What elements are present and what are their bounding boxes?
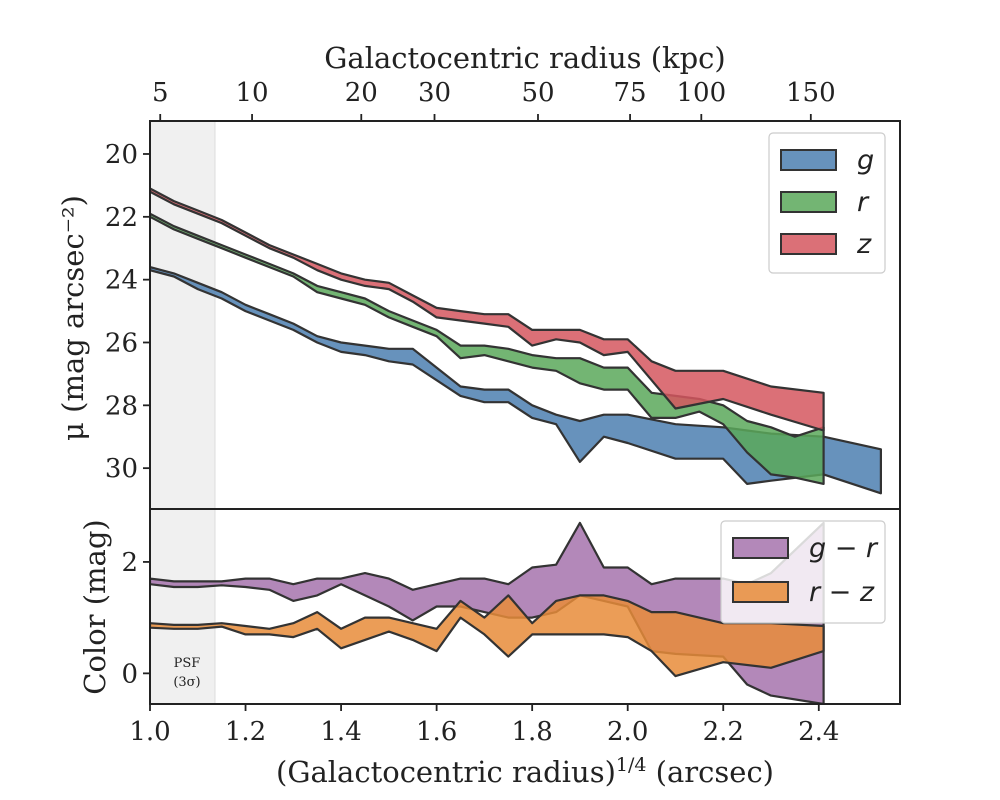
y-tick-label: 0 <box>121 659 138 689</box>
top-y-axis-title: μ (mag arcsec⁻²) <box>56 195 90 441</box>
band-color-0 <box>150 521 825 704</box>
color-bands <box>150 521 825 704</box>
legend-swatch <box>732 537 789 559</box>
band-r <box>150 212 825 485</box>
legend-top: grz <box>768 132 886 274</box>
x-tick-label: 1.8 <box>511 717 552 747</box>
band-z <box>150 187 825 432</box>
legend-label: r <box>857 187 870 218</box>
y-tick-label: 30 <box>105 454 138 484</box>
y-axis-ticks-bottom: 02 <box>121 548 150 689</box>
legend-swatch <box>780 149 837 171</box>
x-tick-label: 2.4 <box>798 717 839 747</box>
x-tick-label: 2.0 <box>607 717 648 747</box>
x-tick-label: 2.2 <box>703 717 744 747</box>
x-tick-label: 1.4 <box>320 717 361 747</box>
x-tick-label: 1.0 <box>129 717 170 747</box>
legend-swatch <box>732 581 789 603</box>
psf-label-line2: (3σ) <box>173 675 200 690</box>
psf-label-line1: PSF <box>174 656 201 671</box>
bottom-y-axis-title: Color (mag) <box>78 519 112 694</box>
x-tick-label-kpc: 5 <box>152 78 169 108</box>
surface-brightness-panel: 20 22 24 26 28 30 5 10 20 30 50 75 100 150 Galactoce… <box>56 41 901 510</box>
y-tick-label: 24 <box>105 266 138 296</box>
x-tick-label-kpc: 30 <box>418 78 451 108</box>
legend-swatch <box>780 233 837 255</box>
color-panel: 02 1.0 1.2 1.4 1.6 1.8 2.0 2.2 2.4 PSF (3σ) (Ga… <box>78 508 901 789</box>
x-tick-label: 1.6 <box>416 717 457 747</box>
x-tick-label-kpc: 10 <box>236 78 269 108</box>
legend-bottom: g − r r − z <box>720 520 886 624</box>
legend-label: g <box>857 145 874 176</box>
x-axis-ticks-bottom: 1.0 1.2 1.4 1.6 1.8 2.0 2.2 2.4 <box>129 704 839 747</box>
top-x-axis-title: Galactocentric radius (kpc) <box>324 41 725 75</box>
x-axis-ticks-kpc: 5 10 20 30 50 75 100 150 <box>152 78 836 121</box>
legend-label: z <box>856 229 872 260</box>
y-tick-label: 20 <box>105 140 138 170</box>
legend-label: r − z <box>809 577 875 608</box>
legend-label: g − r <box>809 533 879 564</box>
y-tick-label: 22 <box>105 203 138 233</box>
psf-shading-bottom <box>150 509 215 704</box>
x-tick-label-kpc: 150 <box>786 78 836 108</box>
psf-shading-top <box>150 121 215 509</box>
y-axis-ticks-top: 20 22 24 26 28 30 <box>105 140 150 484</box>
y-tick-label: 2 <box>121 548 138 578</box>
x-tick-label-kpc: 50 <box>521 78 554 108</box>
x-tick-label: 1.2 <box>225 717 266 747</box>
x-tick-label-kpc: 100 <box>676 78 726 108</box>
x-tick-label-kpc: 20 <box>345 78 378 108</box>
bottom-x-axis-title: (Galactocentric radius)1/4 (arcsec) <box>276 754 774 789</box>
y-tick-label: 28 <box>105 391 138 421</box>
bottom-panel-frame <box>149 508 901 705</box>
x-tick-label-kpc: 75 <box>614 78 647 108</box>
y-tick-label: 26 <box>105 328 138 358</box>
legend-swatch <box>780 191 837 213</box>
band-g <box>150 266 882 495</box>
band-color-1 <box>150 594 825 678</box>
surface-brightness-bands <box>150 187 882 495</box>
